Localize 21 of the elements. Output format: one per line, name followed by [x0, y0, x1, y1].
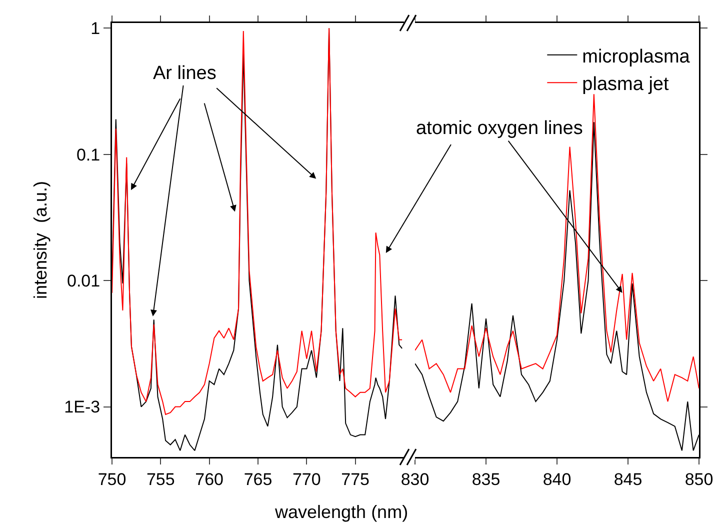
y-tick-label: 0.1 [76, 145, 100, 164]
legend-label: microplasma [582, 46, 690, 68]
x-tick-label: 840 [542, 470, 572, 489]
y-axis-title: intensity (a.u.) [30, 180, 51, 300]
x-tick-label: 770 [292, 470, 321, 489]
x-tick-label: 750 [98, 470, 126, 489]
x-tick-label: 835 [472, 470, 500, 489]
x-tick-label: 765 [244, 470, 272, 489]
x-tick-label: 845 [614, 470, 642, 489]
annotation: atomic oxygen lines [416, 118, 583, 139]
annotation: Ar lines [153, 63, 216, 84]
y-tick-label: 0.01 [67, 272, 100, 291]
legend-label: plasma jet [582, 74, 670, 95]
y-tick-label: 1E-3 [64, 398, 100, 417]
x-tick-label: 775 [341, 470, 370, 489]
x-tick-label: 760 [195, 470, 224, 489]
y-tick-label: 1 [90, 19, 100, 38]
x-tick-label: 755 [146, 470, 175, 489]
x-axis-title: wavelength (nm) [274, 502, 408, 522]
x-tick-label: 830 [400, 470, 430, 489]
x-tick-label: 850 [684, 470, 714, 489]
